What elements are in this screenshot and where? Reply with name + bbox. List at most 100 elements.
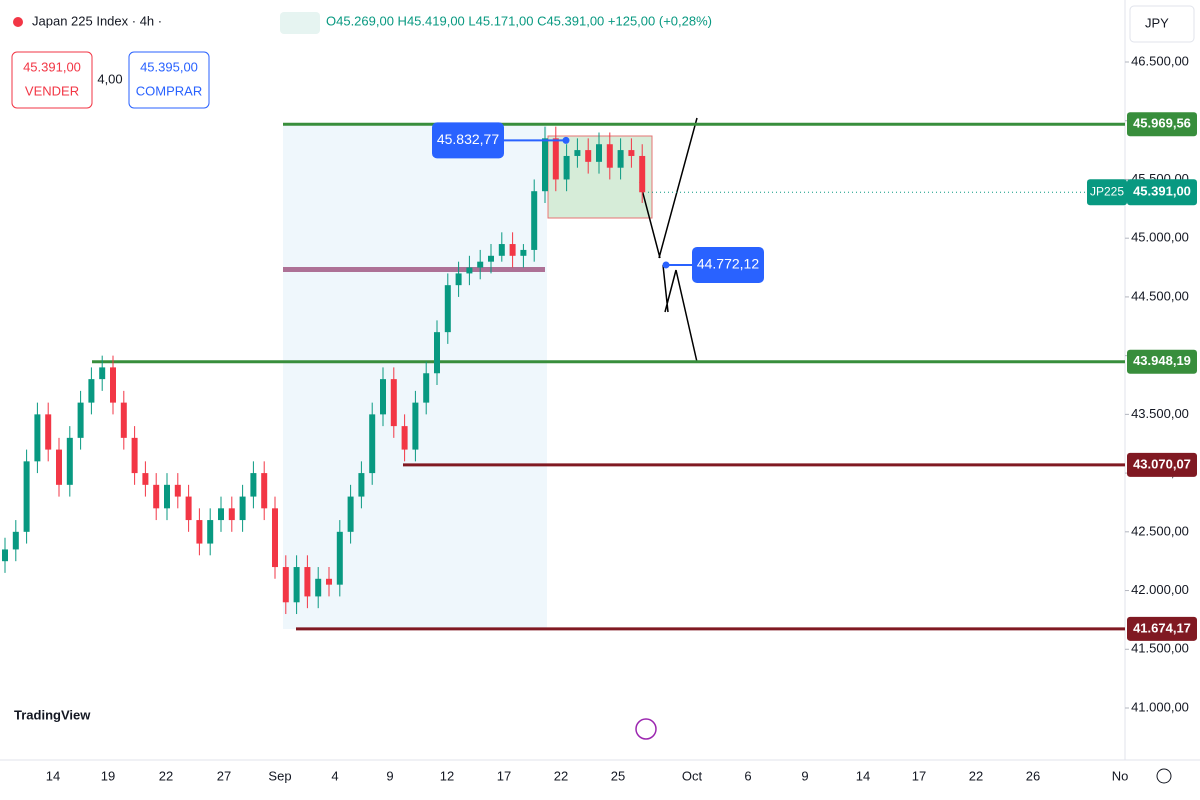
price-label: 45.391,00 xyxy=(1133,184,1191,199)
candle-body xyxy=(228,508,235,521)
candle-body xyxy=(272,508,278,568)
candle-body xyxy=(196,520,203,544)
x-tick-label: 26 xyxy=(1026,768,1040,783)
candle-body xyxy=(56,449,62,485)
status-dot xyxy=(13,17,23,27)
drawn-arrows xyxy=(639,117,698,363)
candle-body xyxy=(120,402,127,438)
x-tick-label: 14 xyxy=(46,768,60,783)
candle-body xyxy=(617,150,624,168)
x-tick-label: 14 xyxy=(856,768,870,783)
candle-body xyxy=(12,531,19,550)
x-tick-label: 9 xyxy=(801,768,808,783)
ohlc: O45.269,00 H45.419,00 L45.171,00 C45.391… xyxy=(326,13,712,28)
x-tick-label: Sep xyxy=(268,768,291,783)
x-tick-label: No xyxy=(1112,768,1129,783)
candle-body xyxy=(390,379,397,427)
level-label: 43.070,07 xyxy=(1133,456,1191,471)
candle-body xyxy=(174,484,181,497)
candle-body xyxy=(153,484,160,509)
candle-body xyxy=(164,484,170,509)
level-tag xyxy=(1127,112,1197,137)
candle-body xyxy=(358,473,365,497)
candle-body xyxy=(628,150,635,156)
brand-logo: TradingView xyxy=(14,707,91,722)
candle-body xyxy=(99,367,106,380)
candle-body xyxy=(455,273,462,286)
annotation-label: 44.772,12 xyxy=(697,256,759,272)
annotation-dot xyxy=(662,261,670,269)
buy-price: 45.395,00 xyxy=(140,59,198,74)
y-tick-label: 45.000,00 xyxy=(1131,230,1189,245)
price-tag xyxy=(1127,179,1197,206)
x-tick-label: 22 xyxy=(159,768,173,783)
x-tick-label: 17 xyxy=(912,768,926,783)
candle-body xyxy=(498,244,505,256)
candle-body xyxy=(185,496,192,521)
candle-body xyxy=(488,255,494,262)
x-tick-label: 12 xyxy=(440,768,454,783)
candle-body xyxy=(142,473,149,485)
candle-body xyxy=(639,155,646,193)
level-label: 43.948,19 xyxy=(1133,353,1191,368)
candle-body xyxy=(423,373,430,403)
spread: 4,00 xyxy=(97,71,122,86)
level-label: 45.969,56 xyxy=(1133,116,1191,131)
level-tag xyxy=(1127,349,1197,374)
candle-body xyxy=(552,138,559,180)
candle-body xyxy=(282,567,289,603)
sell-button[interactable] xyxy=(11,51,93,109)
sell-label: VENDER xyxy=(25,83,79,98)
x-tick-label: 9 xyxy=(386,768,393,783)
level-tag xyxy=(1127,616,1197,641)
flash-icon[interactable] xyxy=(635,718,657,740)
candle-body xyxy=(207,520,214,544)
y-tick-label: 41.000,00 xyxy=(1131,699,1189,714)
x-tick-label: 22 xyxy=(554,768,568,783)
x-tick-label: 19 xyxy=(101,768,115,783)
candle-body xyxy=(444,285,451,333)
candle-body xyxy=(293,567,300,603)
candle-body xyxy=(315,578,322,597)
candle-body xyxy=(412,402,419,450)
candle-body xyxy=(131,437,138,474)
y-tick-label: 42.000,00 xyxy=(1131,582,1189,597)
level-label: 41.674,17 xyxy=(1133,620,1191,635)
x-tick-label: 25 xyxy=(611,768,625,783)
settings-icon[interactable] xyxy=(1156,768,1172,784)
x-tick-label: 6 xyxy=(744,768,751,783)
volume-profile-zone xyxy=(283,124,547,629)
candle-body xyxy=(77,402,84,438)
sell-price: 45.391,00 xyxy=(23,59,81,74)
candle-body xyxy=(585,150,592,162)
candle-body xyxy=(380,379,386,415)
indicator-icons xyxy=(280,12,320,34)
candle-body xyxy=(34,414,41,462)
y-tick-label: 42.500,00 xyxy=(1131,523,1189,538)
x-tick-label: 22 xyxy=(969,768,983,783)
candle-body xyxy=(23,461,30,532)
candle-body xyxy=(477,261,484,268)
candle-body xyxy=(304,567,311,597)
candle-body xyxy=(66,437,73,485)
y-tick-label: 41.500,00 xyxy=(1131,641,1189,656)
candle-body xyxy=(326,578,332,585)
candle-body xyxy=(239,496,246,521)
annotation-box xyxy=(432,122,504,159)
candle-body xyxy=(369,414,376,474)
candle-body xyxy=(347,496,354,532)
x-tick-label: 4 xyxy=(331,768,338,783)
candle-body xyxy=(520,249,527,256)
currency-button[interactable] xyxy=(1129,5,1195,43)
buy-button[interactable] xyxy=(128,51,210,109)
buy-label: COMPRAR xyxy=(136,83,202,98)
symbol-label: JP225 xyxy=(1090,184,1124,198)
candle-body xyxy=(542,138,548,192)
currency: JPY xyxy=(1145,15,1169,30)
annotation-label: 45.832,77 xyxy=(437,131,499,147)
candle-body xyxy=(261,473,268,509)
y-tick-label: 43.500,00 xyxy=(1131,406,1189,421)
x-tick-label: 17 xyxy=(497,768,511,783)
